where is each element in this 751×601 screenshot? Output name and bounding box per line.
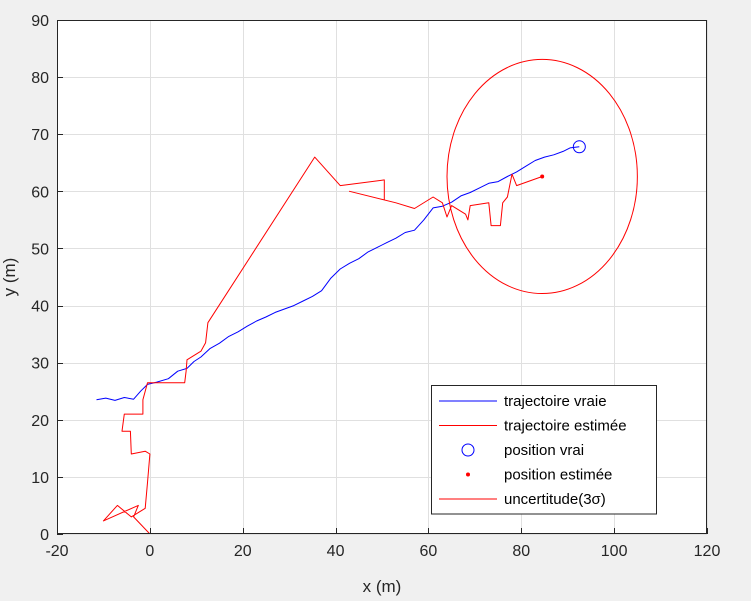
y-tick-label: 60 [31,184,49,201]
y-tick-label: 50 [31,241,49,258]
legend-box [431,385,657,515]
legend: trajectoire vraie trajectoire estimée posi… [431,385,657,515]
y-tick-label: 30 [31,356,49,373]
legend-label: trajectoire estimée [504,418,627,435]
x-tick-label: 20 [234,543,252,560]
estimated-position-marker [540,174,545,179]
series-0-line [96,146,580,401]
x-tick-label: 0 [145,543,154,560]
x-tick-label: 80 [512,543,530,560]
x-axis-label: x (m) [363,577,402,596]
x-tick-label: -20 [45,543,68,560]
y-tick-label: 90 [31,13,49,30]
series-layer [96,58,638,534]
y-tick-label: 40 [31,299,49,316]
axes-box [57,20,707,534]
x-tick-label: 120 [694,543,721,560]
uncertainty-ellipse [446,58,638,295]
y-tick-label: 20 [31,413,49,430]
y-tick-label: 0 [40,527,49,544]
legend-label: position estimée [504,467,612,484]
true-position-marker [572,140,586,154]
legend-swatch-circle [461,443,475,457]
legend-label: position vrai [504,442,584,459]
x-tick-label: 100 [601,543,628,560]
x-tick-label: 60 [420,543,438,560]
y-axis-label: y (m) [0,258,19,297]
y-tick-label: 80 [31,70,49,87]
y-tick-label: 10 [31,470,49,487]
legend-label: uncertitude(3σ) [504,491,606,508]
legend-swatch-dot [466,472,470,477]
series-1-line [102,156,543,534]
x-tick-label: 40 [327,543,345,560]
y-tick-label: 70 [31,127,49,144]
legend-label: trajectoire vraie [504,393,607,410]
